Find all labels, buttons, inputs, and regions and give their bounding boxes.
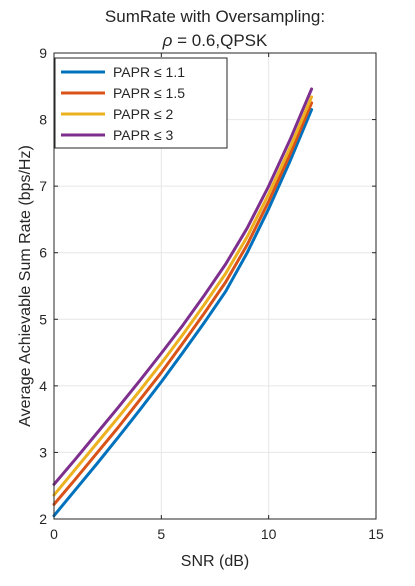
y-tick-label: 3: [39, 444, 47, 460]
y-tick-label: 4: [39, 378, 47, 394]
chart-title-rho: ρ: [162, 31, 173, 50]
chart-title-line1: SumRate with Oversampling:: [105, 7, 325, 26]
axes-box: [53, 52, 377, 520]
y-tick-label: 2: [39, 511, 47, 527]
chart-title-rest: = 0.6,QPSK: [172, 31, 268, 50]
legend-label-1: PAPR ≤ 1.1: [113, 64, 185, 80]
legend-label-2: PAPR ≤ 1.5: [113, 85, 185, 101]
y-axis-label: Average Achievable Sum Rate (bps/Hz): [17, 145, 34, 427]
series-line-1: [52, 108, 314, 518]
y-tick-label: 6: [39, 245, 47, 261]
y-tick-label: 7: [39, 178, 47, 194]
legend-label-3: PAPR ≤ 2: [113, 106, 174, 122]
y-tick-label: 5: [39, 311, 47, 327]
x-tick-label: 0: [50, 526, 58, 542]
x-tick-label: 10: [261, 526, 277, 542]
x-tick-label: 15: [368, 526, 384, 542]
legend: PAPR ≤ 1.1 PAPR ≤ 1.5 PAPR ≤ 2 PAPR ≤ 3: [54, 57, 228, 149]
legend-label-4: PAPR ≤ 3: [113, 127, 174, 143]
series-line-4: [52, 87, 314, 486]
y-tick-label: 9: [39, 45, 47, 61]
series-lines: [52, 87, 314, 518]
series-line-3: [52, 95, 314, 497]
x-axis-label: SNR (dB): [181, 553, 249, 570]
chart-title-line2: ρ = 0.6,QPSK: [162, 31, 268, 50]
x-tick-label: 5: [157, 526, 165, 542]
y-tick-label: 8: [39, 112, 47, 128]
series-line-2: [52, 101, 314, 506]
ticks: 0 5 10 15 2 3 4 5 6 7 8 9: [39, 45, 384, 542]
